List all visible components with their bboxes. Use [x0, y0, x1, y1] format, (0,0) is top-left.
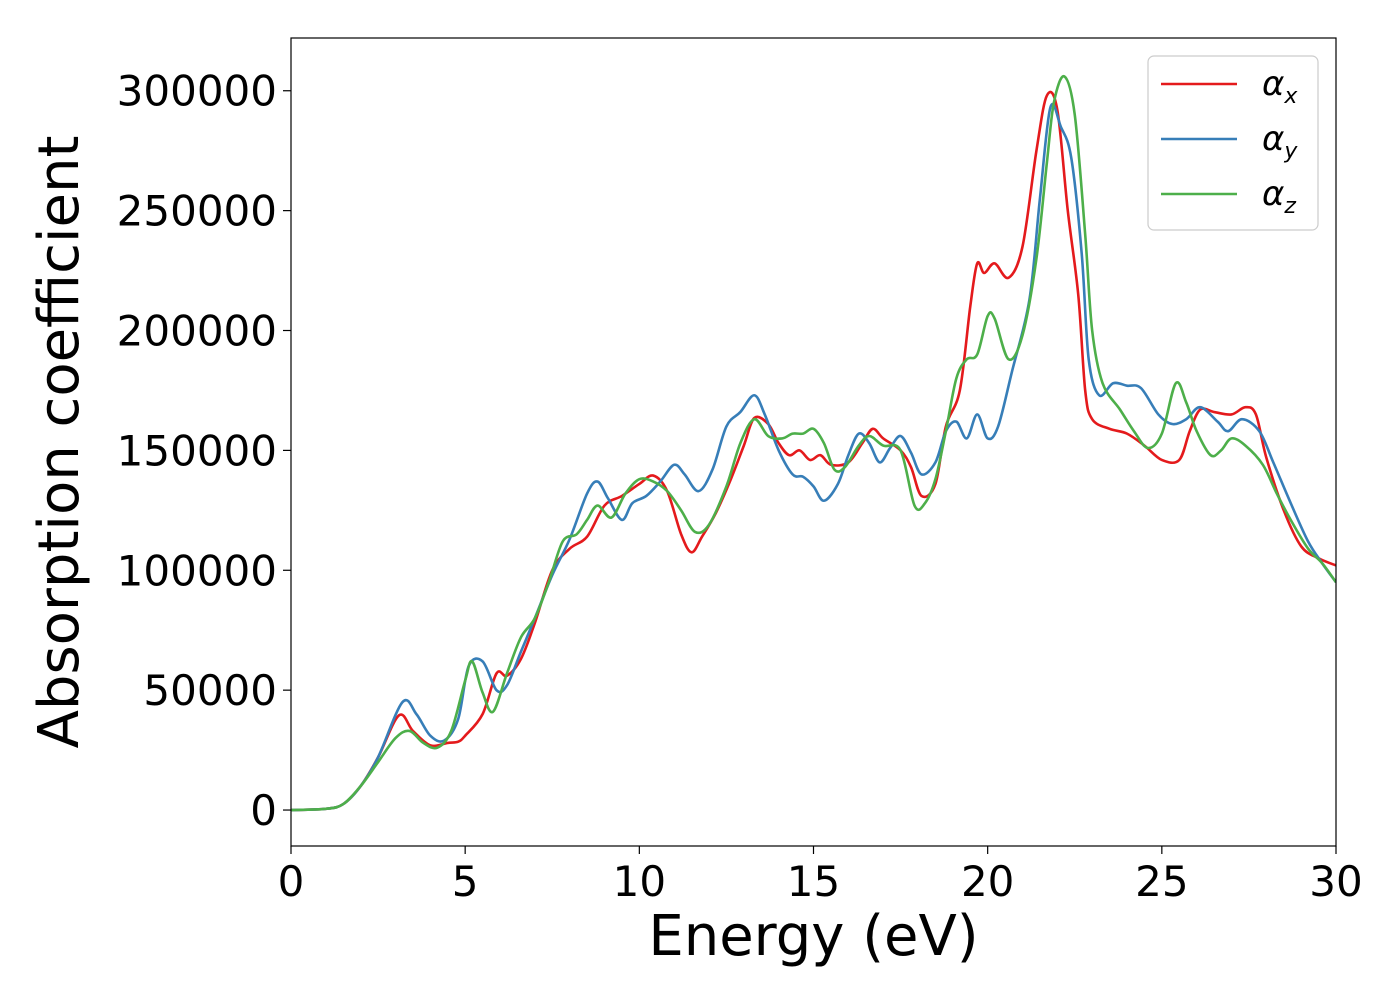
y-tick-label: 0 — [250, 786, 277, 835]
series-line-y — [291, 102, 1336, 812]
y-tick-label: 250000 — [117, 187, 277, 236]
x-tick-label: 10 — [613, 857, 666, 906]
x-tick-label: 5 — [452, 857, 479, 906]
y-axis-label: Absorption coefficient — [27, 136, 92, 749]
legend: αx αy αz — [1147, 55, 1319, 231]
x-tick-label: 20 — [961, 857, 1014, 906]
x-tick-label: 0 — [278, 857, 305, 906]
x-tick-label: 15 — [787, 857, 840, 906]
series-line-z — [291, 75, 1336, 812]
legend-label-y: αy — [1262, 119, 1298, 164]
y-tick-label: 200000 — [117, 307, 277, 356]
y-tick-label: 150000 — [117, 426, 277, 475]
legend-box — [1147, 55, 1319, 231]
y-tick-label: 100000 — [117, 546, 277, 595]
y-tick-label: 300000 — [117, 67, 277, 116]
y-tick-label: 50000 — [143, 666, 277, 715]
x-tick-label: 25 — [1135, 857, 1188, 906]
x-axis-label: Energy (eV) — [648, 904, 978, 969]
series-layer — [291, 75, 1336, 812]
ticks-layer: 0 5 10 15 20 25 30 0 50000 100000 150000 200000 2500… — [117, 67, 1363, 906]
legend-label-z: αz — [1262, 174, 1296, 219]
x-tick-label: 30 — [1309, 857, 1362, 906]
legend-label-x: αx — [1262, 64, 1298, 109]
